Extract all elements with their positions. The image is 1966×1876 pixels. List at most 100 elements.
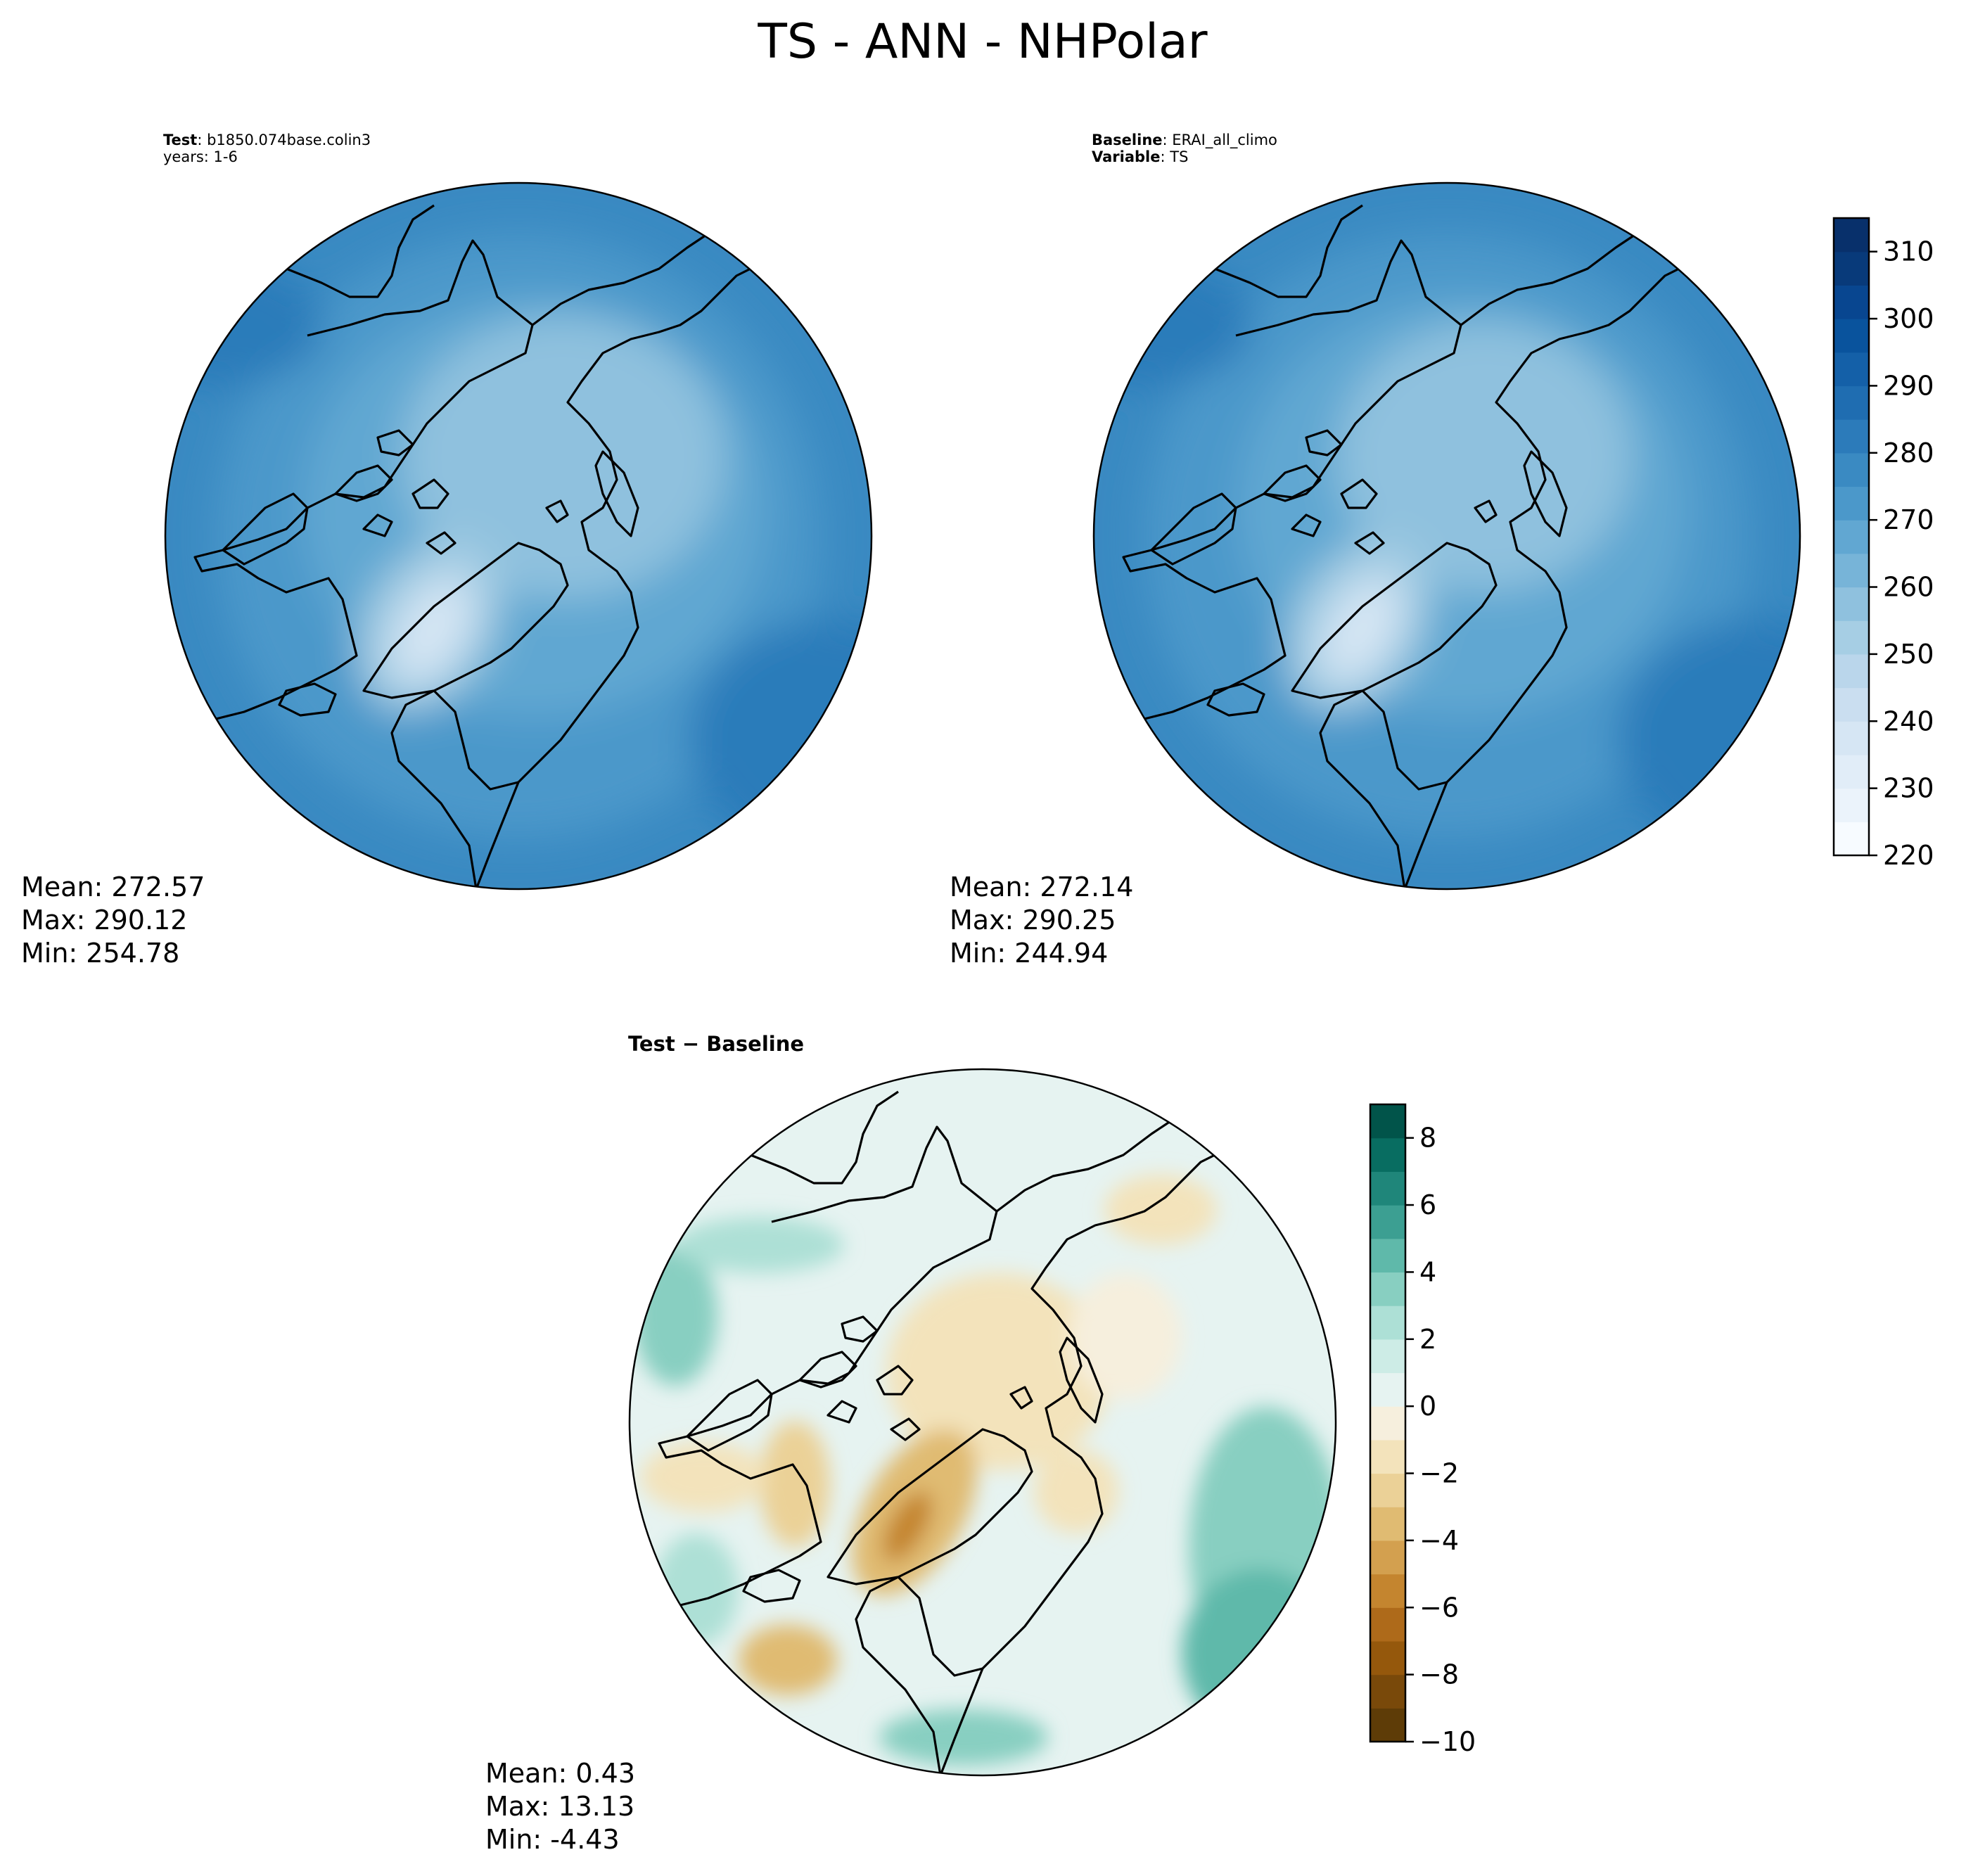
colorbar-segment bbox=[1834, 754, 1869, 789]
coastline bbox=[165, 239, 534, 720]
colorbar-segment bbox=[1834, 285, 1869, 319]
meta-sep: : bbox=[1163, 132, 1173, 148]
meta-sep: : bbox=[1160, 148, 1170, 165]
colorbar-tick-label: 0 bbox=[1419, 1391, 1436, 1422]
stat-line: Max: 290.12 bbox=[21, 905, 187, 936]
meta-value: TS bbox=[1169, 148, 1188, 165]
colorbar-tick-label: 8 bbox=[1419, 1123, 1436, 1154]
baseline-map-boundary bbox=[1092, 181, 1801, 891]
meta-key: Test bbox=[163, 132, 197, 148]
coastline bbox=[686, 1379, 773, 1452]
colorbar-tick-label: 240 bbox=[1883, 706, 1934, 736]
figure-title: TS - ANN - NHPolar bbox=[757, 14, 1207, 70]
coastline bbox=[1108, 788, 1153, 840]
coastline bbox=[222, 492, 309, 566]
coastline bbox=[1354, 531, 1385, 555]
colorbar-segment bbox=[1834, 620, 1869, 655]
meta-line: Baseline: ERAI_all_climo bbox=[1092, 132, 1277, 149]
coastline bbox=[362, 542, 569, 699]
colorbar-tick-label: 2 bbox=[1419, 1324, 1436, 1355]
stat-line: Min: 244.94 bbox=[950, 938, 1108, 969]
coastline bbox=[1094, 760, 1118, 791]
coastline bbox=[826, 1400, 857, 1424]
colorbar-segment bbox=[1370, 1640, 1405, 1676]
coastline bbox=[362, 513, 393, 537]
colorbar-tick-label: 230 bbox=[1883, 773, 1934, 804]
colorbar-segment bbox=[1834, 687, 1869, 722]
colorbar-frame bbox=[1369, 1103, 1407, 1743]
stat-line: Mean: 272.57 bbox=[21, 872, 205, 902]
colorbar-tick-label: 260 bbox=[1883, 572, 1934, 603]
meta-value: b1850.074base.colin3 bbox=[207, 132, 371, 148]
colorbar-segment bbox=[1834, 553, 1869, 588]
colorbar-segment bbox=[1834, 788, 1869, 822]
colorbar-segment bbox=[1370, 1137, 1405, 1172]
coastline bbox=[1009, 1386, 1033, 1410]
colorbar-tick-label: 220 bbox=[1883, 840, 1934, 871]
colorbar-segment bbox=[1834, 352, 1869, 387]
coastline bbox=[1305, 429, 1343, 457]
meta-value: years: 1-6 bbox=[163, 148, 238, 165]
coastline bbox=[855, 1576, 983, 1775]
coastline bbox=[630, 1125, 998, 1607]
diff-map bbox=[628, 1068, 1337, 1777]
main-colorbar: 220 230 240 250 260 270 280 290 300 310 bbox=[1832, 217, 1934, 871]
coastline bbox=[1206, 682, 1265, 717]
stat-line: Mean: 272.14 bbox=[950, 872, 1133, 902]
colorbar-tick-label: 4 bbox=[1419, 1256, 1436, 1287]
coastline bbox=[841, 1315, 879, 1343]
colorbar-segment bbox=[1834, 653, 1869, 689]
colorbar-tick-label: −6 bbox=[1419, 1592, 1459, 1623]
meta-key: Baseline bbox=[1092, 132, 1163, 148]
colorbar-segment bbox=[1370, 1473, 1405, 1507]
colorbar-segment bbox=[1834, 385, 1869, 420]
stat-line: Min: -4.43 bbox=[485, 1824, 620, 1855]
colorbar-tick-label: −10 bbox=[1419, 1726, 1476, 1757]
coastline bbox=[1291, 542, 1498, 699]
coastline bbox=[545, 499, 569, 523]
colorbar-segment bbox=[1370, 1674, 1405, 1709]
diff-coastlines bbox=[630, 1083, 1265, 1775]
coastline bbox=[890, 1417, 921, 1441]
baseline-map bbox=[1092, 181, 1801, 891]
colorbar-segment bbox=[1370, 1507, 1405, 1541]
coastline bbox=[1474, 499, 1498, 523]
colorbar-tick-label: 290 bbox=[1883, 370, 1934, 401]
colorbar-segment bbox=[1370, 1339, 1405, 1374]
coastline bbox=[1263, 464, 1322, 502]
colorbar-segment bbox=[1834, 486, 1869, 521]
colorbar-segment bbox=[1370, 1205, 1405, 1239]
diff-map-boundary bbox=[628, 1068, 1337, 1777]
coastline bbox=[876, 1365, 914, 1396]
meta-line: years: 1-6 bbox=[163, 148, 238, 165]
stat-line: Max: 13.13 bbox=[485, 1791, 634, 1822]
colorbar-tick-label: 6 bbox=[1419, 1189, 1436, 1220]
colorbar-segment bbox=[1370, 1406, 1405, 1441]
coastline bbox=[250, 204, 435, 298]
coastline bbox=[742, 1569, 801, 1603]
coastline bbox=[1179, 204, 1363, 298]
meta-value: ERAI_all_climo bbox=[1172, 132, 1277, 149]
meta-key: Variable bbox=[1092, 148, 1160, 165]
coastline bbox=[390, 689, 519, 889]
colorbar-frame bbox=[1832, 217, 1870, 857]
colorbar-segment bbox=[1370, 1574, 1405, 1608]
colorbar-segment bbox=[1834, 520, 1869, 554]
coastline bbox=[165, 760, 189, 791]
diff-colorbar: −10 −8 −6 −4 −2 0 2 4 6 8 bbox=[1369, 1103, 1476, 1757]
meta-sep: : bbox=[197, 132, 207, 148]
colorbar-segment bbox=[1370, 1607, 1405, 1642]
coastline bbox=[644, 1674, 689, 1726]
colorbar-tick-label: −8 bbox=[1419, 1659, 1459, 1690]
coastline bbox=[1094, 239, 1462, 720]
coastline bbox=[376, 429, 414, 457]
coastline bbox=[1291, 513, 1322, 537]
test-map-boundary bbox=[164, 181, 873, 891]
colorbar-segment bbox=[1370, 1372, 1405, 1407]
diff-panel-header: Test − Baseline bbox=[628, 1032, 804, 1056]
